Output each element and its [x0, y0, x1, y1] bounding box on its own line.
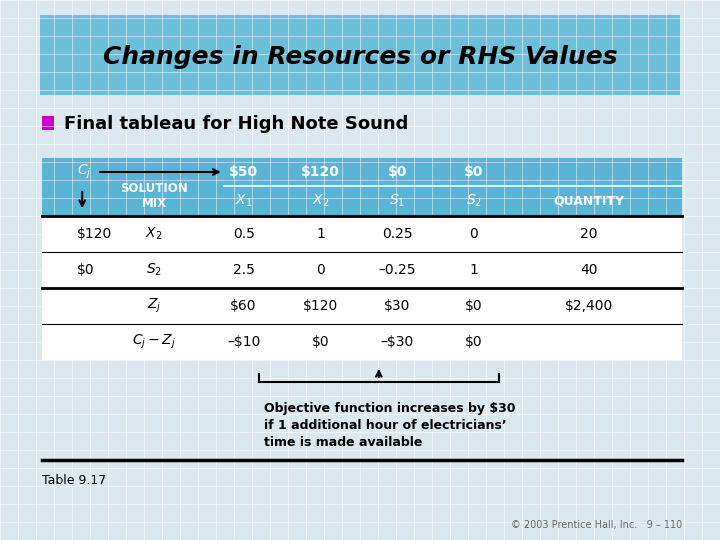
- Bar: [42, 116, 54, 130]
- Text: $0: $0: [465, 335, 483, 349]
- Text: 1: 1: [316, 227, 325, 241]
- Text: $S_2$: $S_2$: [146, 262, 162, 278]
- Text: 0.25: 0.25: [382, 227, 413, 241]
- Text: $X_2$: $X_2$: [145, 226, 163, 242]
- Text: $120: $120: [301, 165, 340, 179]
- Text: $0: $0: [465, 299, 483, 313]
- Text: SOLUTION
MIX: SOLUTION MIX: [120, 182, 188, 210]
- Text: $0: $0: [77, 263, 95, 277]
- Text: 0.5: 0.5: [233, 227, 255, 241]
- Text: $120: $120: [303, 299, 338, 313]
- Text: $2,400: $2,400: [565, 299, 613, 313]
- Text: –0.25: –0.25: [379, 263, 416, 277]
- Bar: [42, 252, 682, 288]
- Text: 20: 20: [580, 227, 598, 241]
- FancyBboxPatch shape: [40, 15, 680, 95]
- Text: $C_j$: $C_j$: [77, 163, 91, 181]
- Text: Changes in Resources or RHS Values: Changes in Resources or RHS Values: [103, 45, 617, 69]
- Text: Final tableau for High Note Sound: Final tableau for High Note Sound: [64, 115, 408, 133]
- Text: © 2003 Prentice Hall, Inc.   9 – 110: © 2003 Prentice Hall, Inc. 9 – 110: [510, 520, 682, 530]
- Text: 0: 0: [469, 227, 478, 241]
- Text: Table 9.17: Table 9.17: [42, 474, 107, 487]
- Bar: [42, 324, 682, 360]
- Text: $Z_j$: $Z_j$: [147, 297, 161, 315]
- Text: –$30: –$30: [381, 335, 414, 349]
- Text: Objective function increases by $30
if 1 additional hour of electricians’
time i: Objective function increases by $30 if 1…: [264, 402, 515, 449]
- Text: $C_j - Z_j$: $C_j - Z_j$: [132, 333, 176, 351]
- Text: $X_1$: $X_1$: [235, 193, 252, 209]
- Text: 1: 1: [469, 263, 478, 277]
- Text: $S_1$: $S_1$: [390, 193, 405, 209]
- Text: $S_2$: $S_2$: [466, 193, 482, 209]
- Text: 0: 0: [316, 263, 325, 277]
- Bar: [42, 216, 682, 252]
- Text: $60: $60: [230, 299, 257, 313]
- Text: $0: $0: [387, 165, 407, 179]
- Text: $120: $120: [77, 227, 112, 241]
- Text: 2.5: 2.5: [233, 263, 255, 277]
- Text: $0: $0: [464, 165, 484, 179]
- Text: QUANTITY: QUANTITY: [554, 194, 625, 207]
- Bar: [42, 288, 682, 324]
- Text: –$10: –$10: [227, 335, 261, 349]
- Text: 40: 40: [580, 263, 598, 277]
- Text: $30: $30: [384, 299, 410, 313]
- Text: $X_2$: $X_2$: [312, 193, 329, 209]
- Text: $50: $50: [229, 165, 258, 179]
- Bar: [42, 158, 682, 216]
- Text: $0: $0: [312, 335, 329, 349]
